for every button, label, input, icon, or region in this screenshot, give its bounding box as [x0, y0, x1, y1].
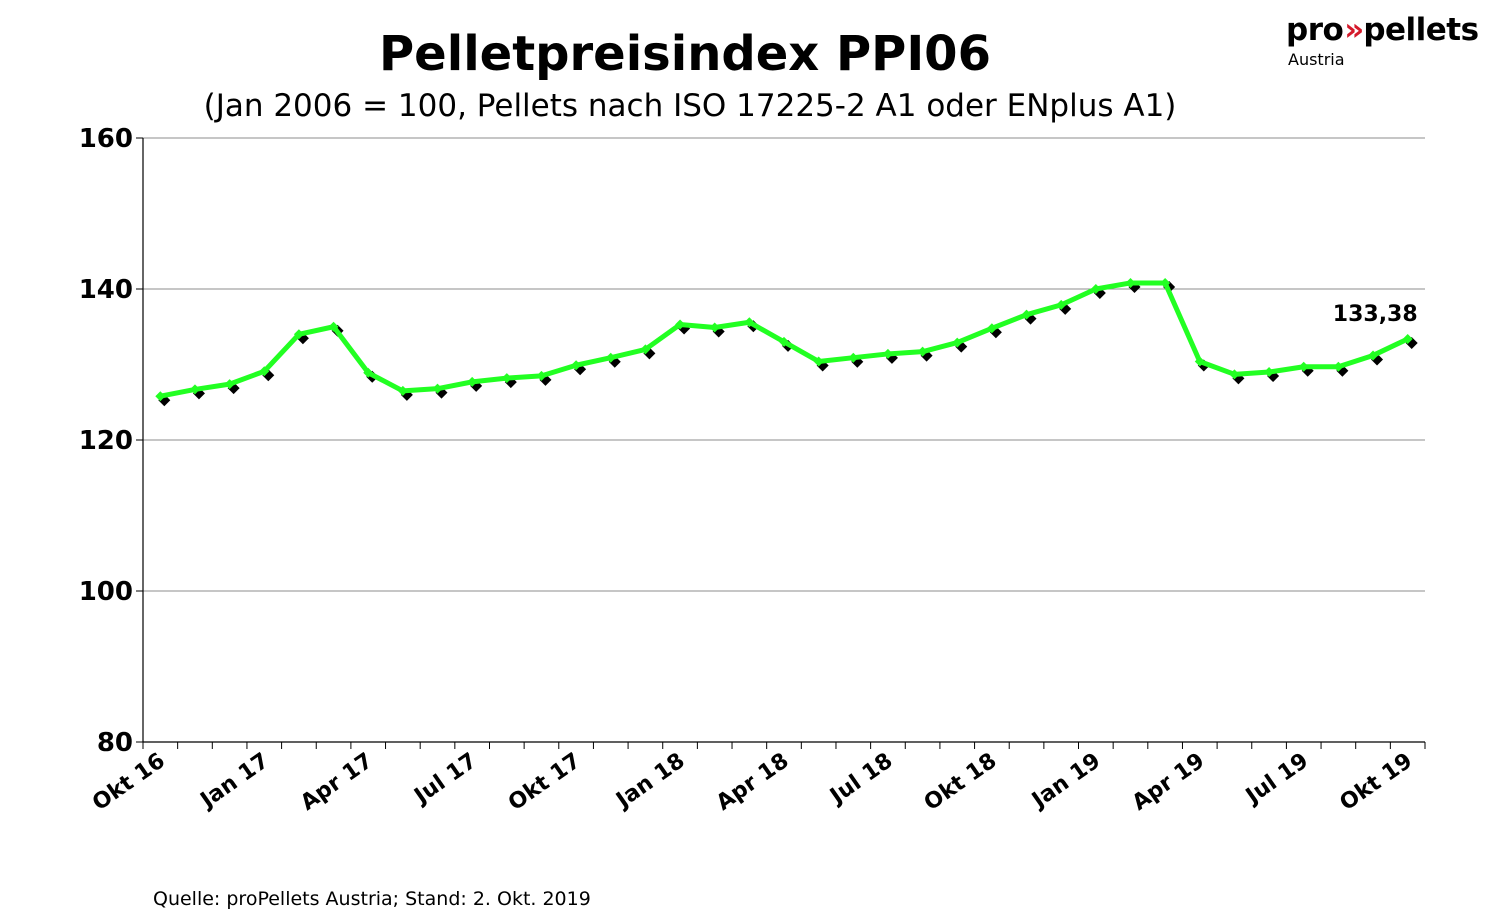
logo-chevron-icon: » [1344, 12, 1364, 48]
series-point [675, 319, 686, 330]
series-point [1229, 369, 1240, 380]
series-point [1021, 309, 1032, 320]
x-tick-label: Okt 18 [920, 748, 1002, 816]
y-axis-ticks: 80 100 120 140 160 [79, 124, 143, 758]
logo-text-pellets: pellets [1363, 12, 1479, 48]
x-axis-ticks: Okt 16 Jan 17 Apr 17 Jul 17 Okt 17 Jan 18 Apr … [88, 742, 1426, 816]
x-tick-label: Apr 17 [296, 748, 377, 815]
series-point [293, 329, 304, 340]
series-point [1160, 277, 1171, 288]
series-point [189, 384, 200, 395]
x-tick-label: Jan 19 [1026, 748, 1105, 814]
chart-title: Pelletpreisindex PPI06 [379, 26, 991, 82]
series-point [986, 323, 997, 334]
logo-subtitle: Austria [1288, 50, 1345, 69]
x-tick-label: Jan 18 [610, 748, 689, 814]
series-point [432, 383, 443, 394]
series-point [536, 370, 547, 381]
series-point [1333, 361, 1344, 372]
x-tick-label: Apr 19 [1128, 748, 1209, 815]
data-labels: 133,38 [1333, 302, 1418, 327]
series-point [328, 321, 339, 332]
series-point [1194, 356, 1205, 367]
y-tick-label-100: 100 [79, 577, 133, 607]
series-point [1368, 350, 1379, 361]
series-point [1402, 333, 1413, 344]
series-point [952, 337, 963, 348]
series-point [363, 367, 374, 378]
series-point [571, 360, 582, 371]
x-tick-label: Okt 16 [88, 748, 170, 816]
series-point [1298, 361, 1309, 372]
y-tick-label-80: 80 [97, 728, 133, 758]
logo-text-pro: pro [1286, 12, 1344, 48]
data-label-last: 133,38 [1333, 302, 1418, 327]
chart-subtitle: (Jan 2006 = 100, Pellets nach ISO 17225-… [203, 88, 1177, 124]
series-point [744, 317, 755, 328]
source-note: Quelle: proPellets Austria; Stand: 2. Ok… [153, 888, 591, 910]
x-tick-label: Jan 17 [195, 748, 274, 814]
series-point [397, 385, 408, 396]
series-point [917, 346, 928, 357]
x-tick-label: Apr 18 [712, 748, 793, 815]
series-point [813, 356, 824, 367]
series-lines [155, 277, 1413, 402]
series-point [1125, 277, 1136, 288]
y-tick-label-160: 160 [79, 124, 133, 154]
propellets-logo: pro»pellets Austria [1286, 12, 1479, 69]
series-point [1090, 284, 1101, 294]
series-point [605, 352, 616, 363]
series-point [848, 352, 859, 363]
series-point [1264, 367, 1275, 378]
series-point [467, 376, 478, 387]
series-point [779, 336, 789, 347]
series-point [882, 348, 893, 359]
x-tick-label: Okt 17 [504, 748, 586, 816]
x-tick-label: Jul 17 [409, 748, 482, 810]
x-tick-label: Jul 18 [824, 748, 897, 810]
logo-wordmark: pro»pellets [1286, 12, 1479, 48]
series-point [259, 366, 270, 377]
x-tick-label: Jul 19 [1240, 748, 1313, 810]
y-tick-label-140: 140 [79, 275, 133, 305]
series-point [1056, 299, 1067, 310]
series-point [501, 373, 512, 384]
x-tick-label: Okt 19 [1336, 748, 1418, 816]
series-point [155, 391, 166, 402]
y-tick-label-120: 120 [79, 426, 133, 456]
series-point [224, 379, 235, 390]
series-point [640, 344, 651, 355]
gridlines [143, 137, 1425, 592]
series-point [709, 322, 720, 333]
